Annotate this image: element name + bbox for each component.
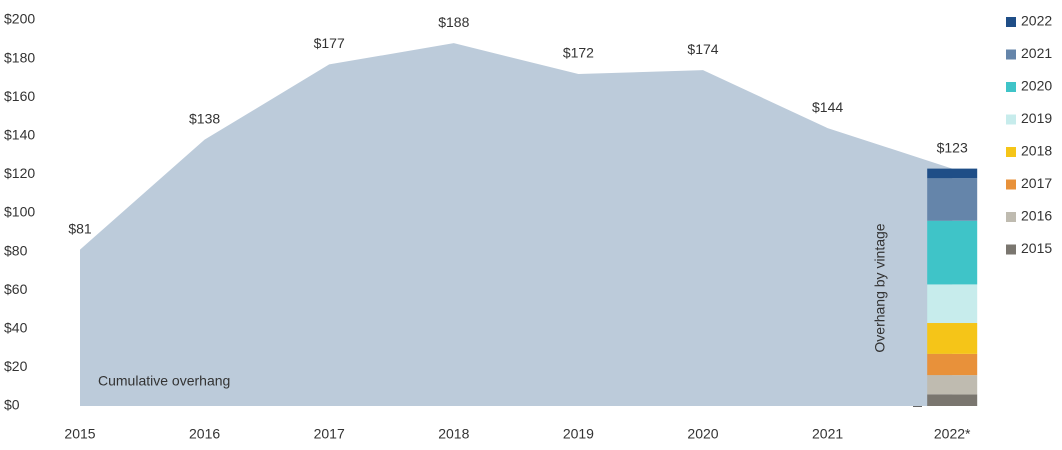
legend-swatch bbox=[1006, 82, 1016, 92]
value-label: $144 bbox=[812, 99, 843, 115]
stack-segment bbox=[927, 323, 978, 354]
legend-swatch bbox=[1006, 114, 1016, 125]
x-tick-label: 2015 bbox=[64, 426, 95, 442]
legend-swatch bbox=[1006, 179, 1016, 190]
legend-label: 2015 bbox=[1021, 240, 1052, 256]
stack-segment bbox=[927, 178, 978, 221]
legend-label: 2016 bbox=[1021, 208, 1052, 224]
y-tick-label: $200 bbox=[4, 11, 35, 27]
x-tick-label: 2018 bbox=[438, 426, 469, 442]
stack-segment bbox=[927, 394, 978, 406]
x-tick-label: 2019 bbox=[563, 426, 594, 442]
y-tick-label: $60 bbox=[4, 281, 28, 297]
legend-swatch bbox=[1006, 244, 1016, 255]
legend-label: 2020 bbox=[1021, 78, 1052, 94]
stack-segment bbox=[927, 168, 978, 179]
legend-swatch bbox=[1006, 49, 1016, 60]
stack-segment bbox=[927, 220, 978, 285]
x-tick-label: 2020 bbox=[687, 426, 718, 442]
y-tick-label: $120 bbox=[4, 165, 35, 181]
area bbox=[80, 43, 953, 406]
legend-swatch bbox=[1006, 147, 1016, 157]
y-tick-label: $0 bbox=[4, 397, 20, 413]
value-label: $174 bbox=[687, 41, 718, 57]
x-tick-label: 2021 bbox=[812, 426, 843, 442]
value-label: $123 bbox=[937, 139, 968, 155]
y-tick-label: $80 bbox=[4, 242, 28, 258]
value-label: $172 bbox=[563, 45, 594, 61]
value-label: $188 bbox=[438, 14, 469, 30]
value-label: $81 bbox=[68, 220, 92, 236]
y-tick-label: $180 bbox=[4, 49, 35, 65]
value-label: $138 bbox=[189, 110, 220, 126]
stack-segment bbox=[927, 353, 978, 376]
y-tick-label: $140 bbox=[4, 127, 35, 143]
x-tick-label: 2017 bbox=[314, 426, 345, 442]
legend-label: 2022 bbox=[1021, 13, 1052, 29]
value-label: $177 bbox=[314, 35, 345, 51]
legend-swatch bbox=[1006, 212, 1016, 222]
stack-segment bbox=[927, 284, 978, 324]
legend-label: 2019 bbox=[1021, 110, 1052, 126]
y-tick-label: $20 bbox=[4, 358, 28, 374]
y-tick-label: $100 bbox=[4, 204, 35, 220]
x-tick-label: 2016 bbox=[189, 426, 220, 442]
annotation: Cumulative overhang bbox=[98, 373, 230, 389]
y-tick-label: $160 bbox=[4, 88, 35, 104]
legend-label: 2018 bbox=[1021, 143, 1052, 159]
y-tick-label: $40 bbox=[4, 320, 28, 336]
legend-swatch bbox=[1006, 17, 1016, 27]
legend-label: 2017 bbox=[1021, 175, 1052, 191]
legend-label: 2021 bbox=[1021, 45, 1052, 61]
x-tick-label: 2022* bbox=[934, 426, 971, 442]
annotation: Overhang by vintage bbox=[872, 223, 888, 352]
stack-segment bbox=[927, 375, 978, 395]
